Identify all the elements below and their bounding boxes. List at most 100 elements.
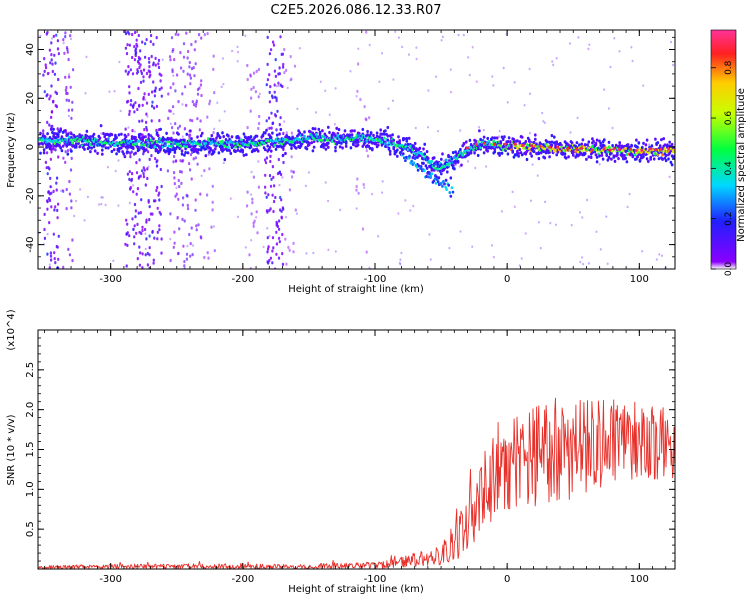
- spectral-cell: [227, 134, 230, 138]
- spectral-cell: [229, 151, 233, 156]
- noise-cell: [141, 225, 144, 229]
- spectral-cell: [398, 139, 401, 143]
- spectral-cell: [517, 152, 520, 156]
- noise-cell: [126, 30, 130, 34]
- noise-cell: [250, 87, 253, 91]
- spectral-cell: [353, 129, 356, 133]
- noise-cell: [304, 184, 307, 188]
- noise-cell: [142, 175, 145, 179]
- noise-cell: [428, 233, 431, 236]
- noise-cell: [124, 242, 127, 246]
- spectral-cell: [319, 138, 323, 142]
- noise-cell: [528, 67, 531, 71]
- spectral-cell: [506, 152, 510, 156]
- spectral-cell: [520, 135, 524, 139]
- noise-cell: [187, 49, 190, 54]
- noise-cell: [257, 95, 260, 99]
- spectral-cell: [649, 155, 652, 159]
- noise-cell: [268, 52, 271, 56]
- spectral-cell: [271, 131, 274, 135]
- colorbar-ticks: 0.0 0.2 0.4 0.6 0.8: [711, 60, 734, 276]
- noise-cell: [265, 209, 268, 213]
- noise-cell: [221, 57, 224, 60]
- noise-cell: [412, 204, 415, 208]
- spectral-cell: [203, 142, 206, 146]
- noise-cell: [133, 235, 136, 239]
- noise-cell: [124, 30, 127, 34]
- spectral-cell: [472, 148, 475, 152]
- spectral-cell: [122, 152, 125, 156]
- noise-cell: [150, 154, 153, 158]
- noise-cell: [287, 245, 290, 249]
- noise-cell: [258, 121, 261, 126]
- noise-cell: [288, 248, 291, 252]
- spectral-cell: [115, 152, 118, 156]
- noise-cell: [130, 150, 133, 154]
- noise-cell: [117, 159, 120, 162]
- spectral-cell: [595, 160, 599, 164]
- noise-cell: [270, 177, 273, 181]
- noise-cell: [155, 160, 158, 164]
- noise-cell: [56, 245, 59, 249]
- spectral-cell: [156, 134, 160, 138]
- noise-cell: [134, 52, 137, 56]
- spectral-cell: [498, 153, 501, 157]
- spectral-cell: [237, 139, 241, 143]
- spectral-cell: [448, 191, 452, 194]
- noise-cell: [133, 130, 136, 133]
- spectral-cell: [509, 140, 512, 144]
- noise-cell: [357, 191, 360, 195]
- spectral-cell: [284, 151, 287, 156]
- noise-cell: [401, 45, 404, 49]
- spectral-cell: [512, 138, 516, 142]
- noise-cell: [268, 90, 271, 94]
- spectral-cell: [530, 154, 533, 158]
- noise-cell: [203, 169, 206, 173]
- noise-cell: [275, 96, 278, 100]
- spectral-cell: [459, 147, 462, 152]
- spectral-cell: [294, 146, 298, 150]
- spectral-cell: [196, 135, 199, 139]
- noise-cell: [185, 31, 188, 35]
- noise-cell: [144, 247, 147, 251]
- noise-cell: [126, 43, 129, 47]
- spectral-cell: [279, 127, 283, 132]
- spectral-cell: [440, 172, 443, 176]
- spectral-cell: [444, 178, 448, 182]
- noise-cell: [128, 43, 131, 47]
- noise-cell: [63, 51, 66, 55]
- noise-cell: [579, 260, 582, 264]
- spectral-cell: [603, 138, 606, 142]
- spectral-cell: [517, 154, 520, 158]
- spectral-cell: [639, 151, 643, 155]
- noise-cell: [189, 118, 192, 122]
- noise-cell: [46, 151, 49, 155]
- peak-cell: [634, 149, 638, 152]
- noise-cell: [71, 100, 74, 104]
- spectral-cell: [493, 147, 497, 151]
- noise-cell: [186, 203, 189, 207]
- spectral-cell: [410, 159, 413, 163]
- x-tick-label: -300: [99, 574, 122, 585]
- spectral-cell: [587, 155, 591, 159]
- noise-cell: [54, 148, 57, 152]
- noise-cell: [151, 100, 154, 104]
- spectral-cell: [408, 154, 411, 158]
- spectral-cell: [447, 155, 450, 159]
- noise-cell: [152, 42, 155, 46]
- spectral-cell: [348, 133, 351, 137]
- spectral-cell: [397, 135, 400, 139]
- spectral-cell: [43, 135, 47, 139]
- noise-cell: [171, 126, 174, 130]
- spectral-cell: [555, 142, 558, 146]
- noise-cell: [414, 126, 417, 130]
- noise-cell: [199, 119, 202, 123]
- noise-cell: [549, 221, 552, 225]
- spectral-cell: [241, 141, 244, 145]
- spectral-cell: [328, 130, 331, 135]
- spectral-cell: [340, 141, 343, 145]
- noise-cell: [269, 256, 272, 260]
- spectral-cell: [134, 136, 137, 140]
- spectral-cell: [57, 138, 60, 142]
- noise-cell: [126, 222, 129, 226]
